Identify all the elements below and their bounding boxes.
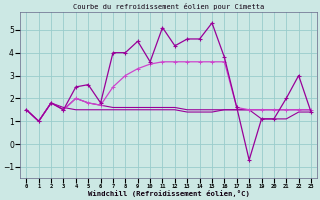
- X-axis label: Windchill (Refroidissement éolien,°C): Windchill (Refroidissement éolien,°C): [88, 190, 250, 197]
- Title: Courbe du refroidissement éolien pour Cimetta: Courbe du refroidissement éolien pour Ci…: [73, 3, 264, 10]
